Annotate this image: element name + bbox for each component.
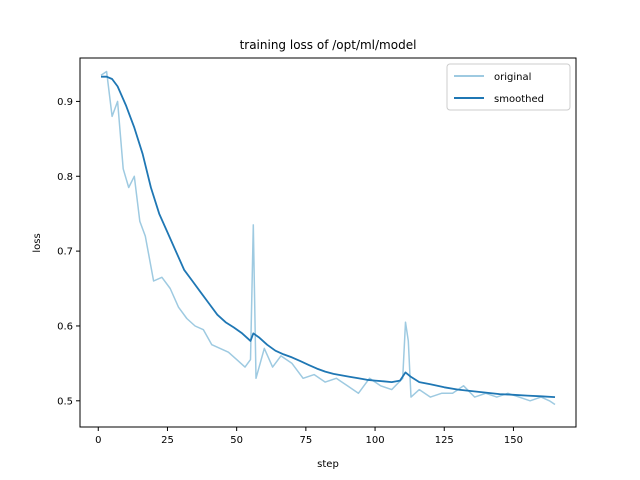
x-tick-label: 125: [435, 435, 454, 446]
series-line-smoothed: [101, 75, 556, 398]
axes-frame: [79, 57, 577, 428]
y-axis-label: loss: [32, 233, 43, 252]
chart-title: training loss of /opt/ml/model: [240, 38, 417, 52]
series-line-original: [100, 70, 556, 406]
legend-label-smoothed: smoothed: [494, 94, 544, 105]
legend-label-original: original: [494, 72, 531, 83]
x-axis-label: step: [317, 459, 339, 470]
y-tick-label: 0.7: [57, 247, 73, 258]
legend: original smoothed: [446, 63, 571, 111]
x-tick-label: 100: [366, 435, 385, 446]
y-tick-label: 0.9: [57, 97, 73, 108]
y-tick-label: 0.5: [57, 396, 73, 407]
x-tick-label: 50: [230, 435, 243, 446]
x-tick-label: 75: [299, 435, 312, 446]
x-tick-label: 25: [161, 435, 174, 446]
data-lines: [100, 70, 556, 406]
y-tick-label: 0.8: [57, 172, 73, 183]
axes: 0 25 50 75 100 125 150 0.5 0.6 0.7 0.8 0.9: [57, 97, 523, 446]
x-tick-label: 0: [95, 435, 101, 446]
x-tick-label: 150: [504, 435, 523, 446]
y-tick-label: 0.6: [57, 321, 73, 332]
